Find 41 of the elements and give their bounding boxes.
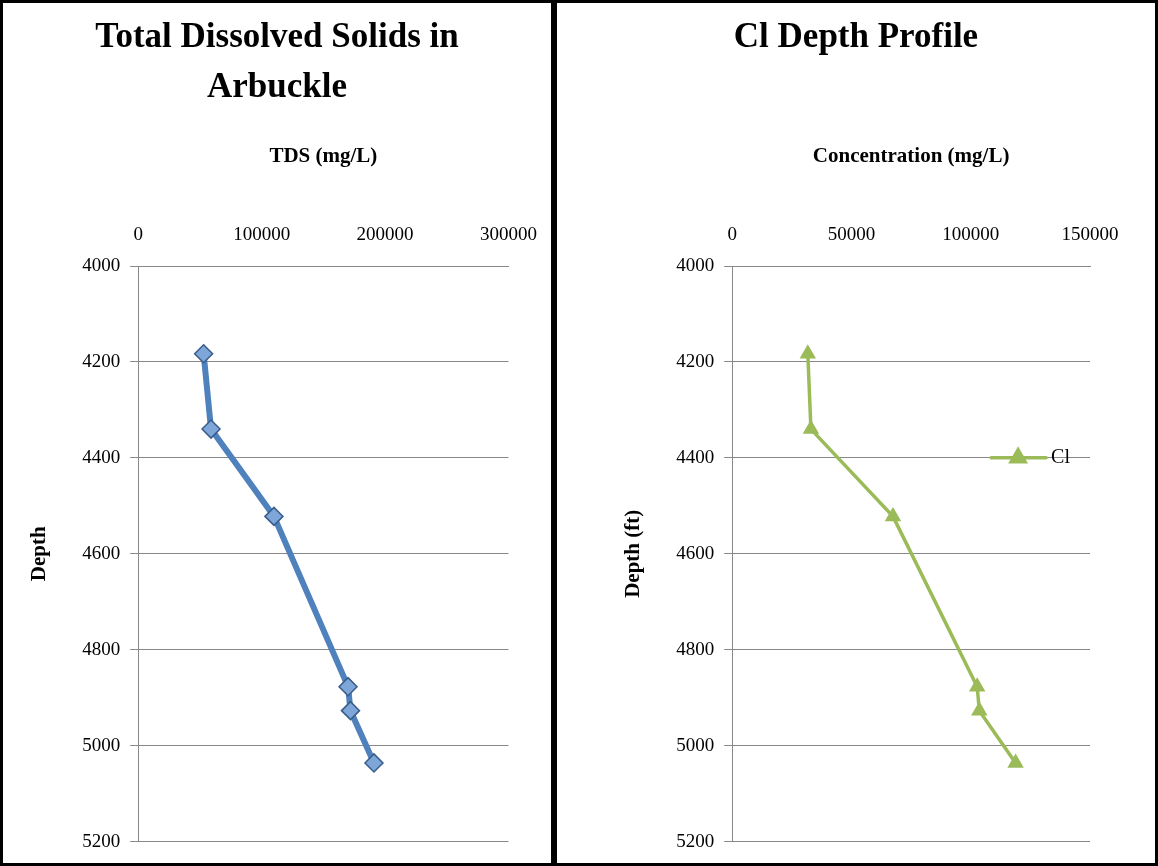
y-axis-title: Depth (26, 526, 51, 582)
x-tick-label: 300000 (480, 222, 537, 244)
x-tick-label: 100000 (233, 222, 291, 244)
point (803, 420, 819, 434)
y-axis-title: Depth (ft) (620, 509, 645, 598)
y-tick-label: 5000 (82, 733, 121, 755)
point (971, 701, 987, 716)
y-tick-label: 5000 (676, 733, 715, 755)
x-tick-label: 100000 (942, 222, 1000, 244)
point (800, 345, 816, 359)
y-tick-label: 5200 (82, 829, 121, 851)
x-axis-title: Concentration (mg/L) (812, 143, 1010, 168)
point (264, 506, 284, 527)
y-tick-label: 4600 (82, 541, 121, 563)
y-tick-label: 4400 (676, 445, 715, 467)
point (340, 700, 361, 721)
y-tick-label: 5200 (676, 829, 715, 851)
y-tick-label: 4200 (82, 349, 121, 371)
point (1007, 754, 1024, 768)
legend-label: Cl (1051, 445, 1071, 468)
point (885, 507, 901, 522)
y-tick-label: 4800 (82, 637, 121, 659)
y-tick-label: 4600 (676, 541, 715, 563)
x-axis-title: TDS (mg/L) (269, 143, 378, 168)
x-tick-label: 200000 (356, 222, 414, 244)
x-tick-label: 0 (133, 222, 143, 244)
y-tick-label: 4400 (82, 445, 121, 467)
point (338, 676, 358, 697)
chart-title: Cl Depth Profile (732, 15, 980, 57)
x-tick-label: 50000 (827, 222, 876, 244)
x-tick-label: 150000 (1061, 222, 1119, 244)
y-tick-label: 4800 (676, 637, 715, 659)
y-tick-label: 4200 (676, 349, 715, 371)
point (201, 419, 221, 439)
y-tick-label: 4000 (676, 253, 715, 275)
x-tick-label: 0 (727, 222, 737, 244)
point (193, 344, 214, 364)
point (364, 753, 384, 773)
y-tick-label: 4000 (82, 253, 121, 275)
chart-title: Total Dissolved Solids in Arbuckle (94, 15, 460, 107)
point (969, 677, 985, 692)
